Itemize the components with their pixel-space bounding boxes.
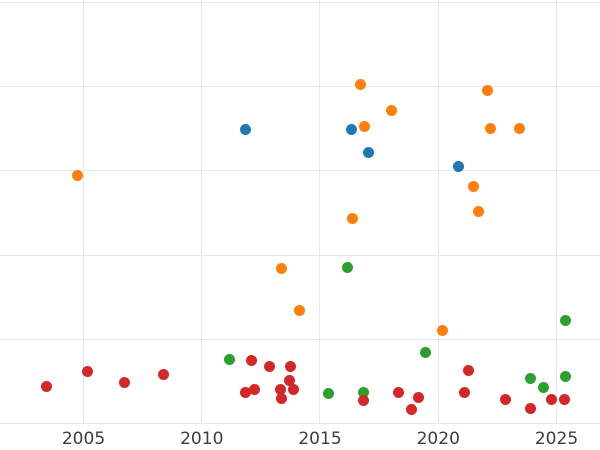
gridline-horizontal — [0, 422, 600, 424]
data-point-red — [119, 376, 131, 388]
data-point-orange — [354, 79, 366, 91]
data-point-red — [525, 402, 537, 414]
data-point-orange — [467, 180, 479, 192]
data-point-red — [81, 365, 93, 377]
data-point-green — [357, 386, 369, 398]
data-point-orange — [436, 325, 448, 337]
data-point-red — [546, 394, 558, 406]
data-point-blue — [346, 124, 358, 136]
data-point-red — [462, 365, 474, 377]
data-point-green — [323, 387, 335, 399]
data-point-red — [41, 380, 53, 392]
x-tick-label: 2010 — [180, 429, 224, 449]
gridline-vertical — [555, 0, 557, 424]
gridline-vertical — [201, 0, 202, 424]
data-point-red — [283, 375, 295, 387]
data-point-red — [245, 354, 257, 366]
data-point-red — [406, 403, 418, 415]
data-point-blue — [240, 124, 252, 136]
x-tick-label: 2025 — [534, 429, 579, 449]
data-point-green — [560, 370, 572, 382]
data-point-red — [392, 386, 404, 398]
gridline-horizontal — [0, 86, 600, 88]
gridline-vertical — [437, 0, 439, 424]
data-point-red — [274, 383, 286, 395]
data-point-red — [559, 394, 571, 406]
data-point-orange — [473, 206, 485, 218]
data-point-red — [248, 383, 260, 395]
gridline-vertical — [82, 0, 84, 424]
x-tick-label: 2020 — [416, 429, 460, 449]
data-point-blue — [452, 161, 464, 173]
data-point-red — [240, 386, 252, 398]
data-point-red — [358, 395, 370, 407]
gridline-horizontal — [0, 2, 600, 4]
data-point-red — [412, 391, 424, 403]
data-point-green — [342, 261, 354, 273]
data-point-red — [276, 392, 288, 404]
data-point-orange — [71, 169, 83, 181]
data-point-orange — [514, 122, 526, 134]
data-point-orange — [482, 84, 494, 96]
gridline-horizontal — [0, 338, 600, 340]
data-point-green — [538, 381, 550, 393]
x-tick-label: 2015 — [298, 429, 342, 449]
data-point-orange — [386, 105, 398, 117]
data-point-orange — [346, 212, 358, 224]
data-point-orange — [276, 263, 288, 275]
data-point-red — [287, 384, 299, 396]
data-point-red — [458, 386, 470, 398]
data-point-orange — [484, 122, 496, 134]
data-point-red — [263, 360, 275, 372]
data-point-blue — [363, 147, 375, 159]
data-point-green — [559, 314, 571, 326]
x-tick-label: 2005 — [61, 429, 106, 449]
data-point-green — [224, 354, 236, 366]
data-point-green — [524, 372, 536, 384]
data-point-green — [420, 346, 432, 358]
gridline-horizontal — [0, 170, 600, 172]
data-point-orange — [359, 121, 371, 133]
gridline-horizontal — [0, 254, 600, 256]
data-point-red — [158, 369, 170, 381]
data-point-red — [284, 360, 296, 372]
data-point-red — [500, 393, 512, 405]
data-point-orange — [293, 305, 305, 317]
gridline-vertical — [319, 0, 321, 424]
